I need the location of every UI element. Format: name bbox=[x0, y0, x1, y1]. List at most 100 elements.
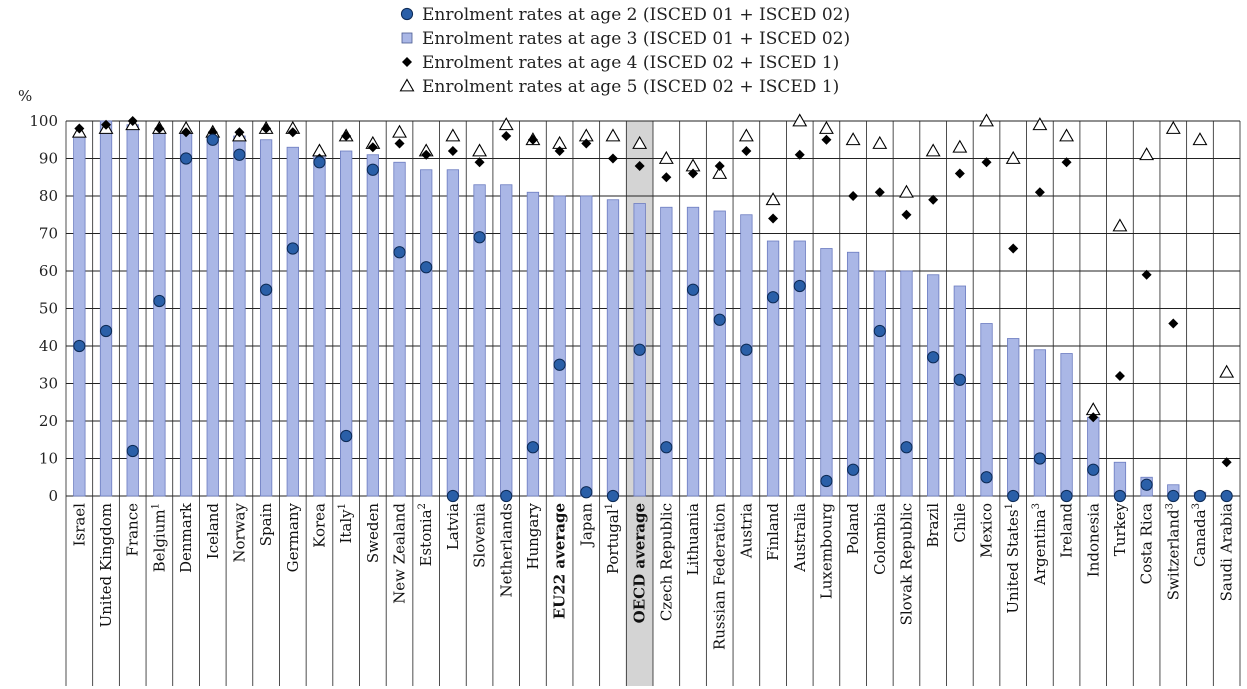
circle-france bbox=[126, 444, 139, 458]
bar-indonesia bbox=[1087, 416, 1100, 497]
diamond-eu22-average bbox=[554, 146, 565, 156]
triangle-costa-rica bbox=[1139, 147, 1155, 161]
circle-israel bbox=[73, 339, 86, 353]
triangle-slovak-republic bbox=[899, 184, 914, 198]
circle-latvia bbox=[446, 489, 459, 503]
diamond-denmark bbox=[181, 127, 192, 138]
diamond-estonia bbox=[421, 149, 432, 160]
circle-luxembourg bbox=[820, 474, 833, 488]
bar-brazil bbox=[927, 274, 940, 497]
y-tick-70: 70 bbox=[39, 225, 58, 243]
bar-australia bbox=[793, 240, 806, 497]
diamond-switzerland bbox=[1168, 318, 1179, 329]
circle-eu22-average bbox=[553, 358, 566, 371]
bar-italy bbox=[340, 150, 353, 497]
x-label-argentina: Argentina3 bbox=[1031, 503, 1049, 586]
circle-netherlands bbox=[500, 489, 513, 503]
triangle-oecd-average bbox=[632, 135, 648, 149]
x-label-chile: Chile bbox=[951, 503, 969, 543]
x-label-italy: Italy1 bbox=[337, 503, 355, 544]
x-label-ireland: Ireland bbox=[1058, 503, 1076, 558]
diamond-slovak-republic bbox=[901, 209, 912, 220]
circle-slovak-republic bbox=[900, 441, 913, 454]
bar-korea bbox=[313, 154, 326, 497]
y-tick-20: 20 bbox=[39, 412, 58, 430]
legend-label-3: Enrolment rates at age 4 (ISCED 02 + ISC… bbox=[422, 53, 839, 73]
legend-marker-3 bbox=[402, 57, 412, 67]
circle-czech-republic bbox=[660, 441, 673, 454]
circle-brazil bbox=[927, 351, 940, 364]
bar-russian-federation bbox=[713, 210, 726, 497]
circle-denmark bbox=[179, 152, 193, 165]
diamond-indonesia bbox=[1088, 412, 1099, 423]
diamond-turkey bbox=[1114, 371, 1125, 381]
x-label-oecd-average: OECD average bbox=[631, 503, 649, 623]
triangle-colombia bbox=[872, 135, 888, 149]
circle-chile bbox=[953, 373, 966, 386]
diamond-slovenia bbox=[474, 157, 485, 168]
diamond-finland bbox=[768, 213, 779, 224]
y-tick-0: 0 bbox=[48, 487, 58, 505]
diamond-netherlands bbox=[501, 131, 512, 141]
bar-israel bbox=[73, 135, 86, 497]
x-label-denmark: Denmark bbox=[177, 502, 195, 573]
diamond-austria bbox=[741, 146, 752, 156]
circle-hungary bbox=[526, 441, 540, 454]
x-label-finland: Finland bbox=[764, 503, 782, 561]
x-label-luxembourg: Luxembourg bbox=[817, 503, 835, 600]
bar-luxembourg bbox=[820, 248, 833, 497]
bar-colombia bbox=[873, 270, 886, 497]
circle-japan bbox=[580, 486, 593, 499]
circle-poland bbox=[847, 463, 860, 476]
chart-legend: Enrolment rates at age 2 (ISCED 01 + ISC… bbox=[399, 5, 850, 97]
diamond-lithuania bbox=[688, 168, 699, 179]
circle-germany bbox=[286, 242, 299, 255]
triangle-finland bbox=[765, 192, 781, 206]
legend-marker-4 bbox=[399, 78, 415, 92]
circle-ireland bbox=[1060, 489, 1073, 503]
x-label-japan: Japan bbox=[577, 503, 595, 549]
bar-japan bbox=[580, 195, 593, 497]
diamond-united-kingdom bbox=[101, 119, 112, 130]
triangle-ireland bbox=[1059, 128, 1075, 142]
x-label-switzerland: Switzerland3 bbox=[1164, 503, 1182, 600]
bar-germany bbox=[286, 146, 299, 497]
bar-chile bbox=[953, 285, 966, 497]
circle-belgium bbox=[153, 294, 166, 308]
diamond-brazil bbox=[928, 194, 939, 205]
diamond-latvia bbox=[447, 146, 458, 156]
triangle-portugal bbox=[605, 128, 621, 142]
x-label-latvia: Latvia bbox=[444, 503, 462, 550]
y-tick-50: 50 bbox=[39, 300, 58, 318]
x-label-belgium: Belgium1 bbox=[150, 503, 168, 572]
triangle-slovenia bbox=[472, 143, 488, 157]
x-label-united-kingdom: United Kingdom bbox=[97, 503, 115, 628]
marker-layer bbox=[71, 113, 1235, 503]
triangle-switzerland bbox=[1165, 120, 1181, 134]
x-label-iceland: Iceland bbox=[204, 503, 222, 560]
circle-australia bbox=[793, 279, 806, 293]
diamond-germany bbox=[287, 127, 298, 138]
circle-iceland bbox=[206, 133, 219, 146]
y-tick-40: 40 bbox=[39, 337, 58, 355]
diamond-ireland bbox=[1061, 157, 1072, 168]
diamond-luxembourg bbox=[821, 134, 832, 145]
x-label-austria: Austria bbox=[737, 503, 755, 559]
diamond-hungary bbox=[527, 134, 538, 145]
circle-costa-rica bbox=[1140, 478, 1153, 491]
x-label-costa-rica: Costa Rica bbox=[1138, 503, 1156, 584]
diamond-poland bbox=[848, 191, 859, 201]
circle-turkey bbox=[1113, 489, 1127, 503]
triangle-netherlands bbox=[498, 117, 514, 131]
bar-norway bbox=[233, 135, 246, 497]
x-label-brazil: Brazil bbox=[924, 503, 942, 548]
y-tick-30: 30 bbox=[39, 375, 58, 393]
diamond-russian-federation bbox=[714, 161, 725, 171]
y-axis-label: % bbox=[18, 87, 32, 105]
y-tick-90: 90 bbox=[39, 150, 58, 168]
y-tick-60: 60 bbox=[39, 262, 58, 280]
x-label-turkey: Turkey bbox=[1111, 502, 1129, 556]
x-label-lithuania: Lithuania bbox=[684, 503, 702, 576]
triangle-czech-republic bbox=[658, 150, 674, 164]
